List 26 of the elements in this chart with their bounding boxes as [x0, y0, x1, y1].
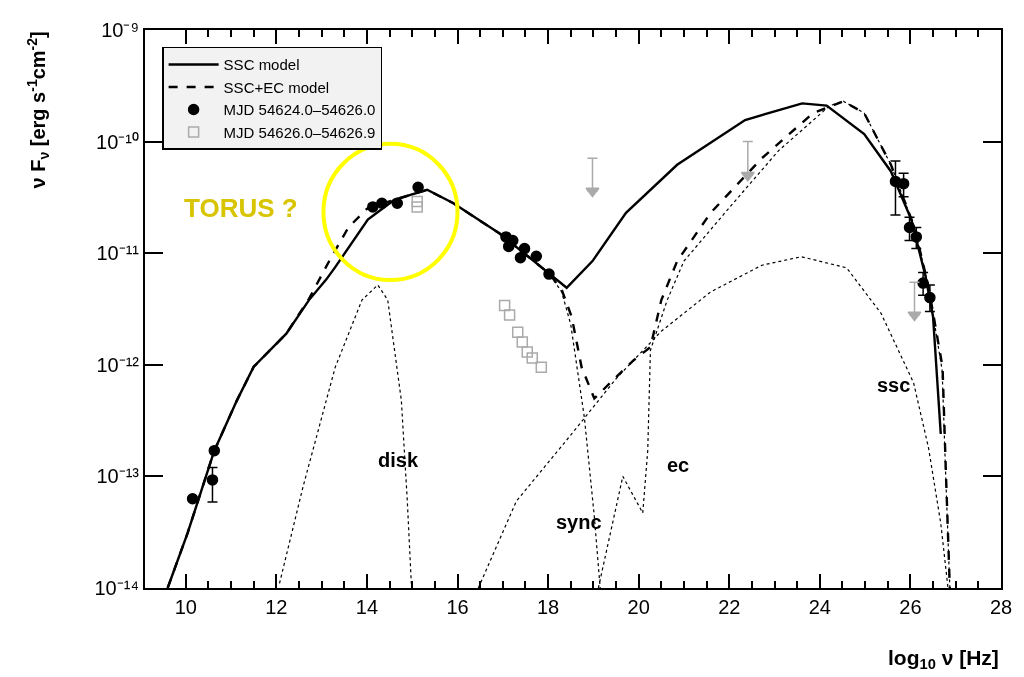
x-tick-label: 12: [265, 596, 288, 618]
x-tick-label: 14: [355, 596, 379, 618]
x-tick-label: 22: [718, 596, 741, 618]
annotation: sync: [556, 511, 602, 533]
x-tick-label: 24: [808, 596, 831, 618]
annotation: TORUS ?: [184, 193, 298, 223]
legend-label: MJD 54626.0–54626.9: [223, 123, 376, 141]
y-tick-label: 10⁻¹²: [96, 353, 140, 376]
legend-label: SSC+EC model: [223, 78, 330, 96]
y-tick-label: 10⁻⁹: [101, 19, 139, 41]
x-tick-label: 28: [989, 596, 1013, 618]
annotation: disk: [378, 449, 419, 471]
x-tick-label: 18: [536, 596, 560, 618]
annotation: ssc: [877, 374, 911, 396]
x-tick-label: 26: [899, 596, 922, 618]
annotation: ec: [667, 454, 690, 476]
legend-label: SSC model: [223, 56, 300, 74]
y-tick-label: 10⁻¹¹: [96, 242, 140, 265]
y-tick-label: 10⁻¹⁴: [94, 577, 139, 599]
y-tick-label: 10⁻¹⁰: [96, 130, 139, 153]
x-tick-label: 20: [627, 596, 650, 618]
legend-label: MJD 54624.0–54626.0: [223, 101, 376, 119]
x-tick-label: 16: [446, 596, 469, 618]
y-tick-label: 10⁻¹³: [96, 465, 140, 488]
x-tick-label: 10: [174, 596, 197, 618]
x-axis-title: log$_{10}$ ν [Hz]: [888, 646, 999, 673]
